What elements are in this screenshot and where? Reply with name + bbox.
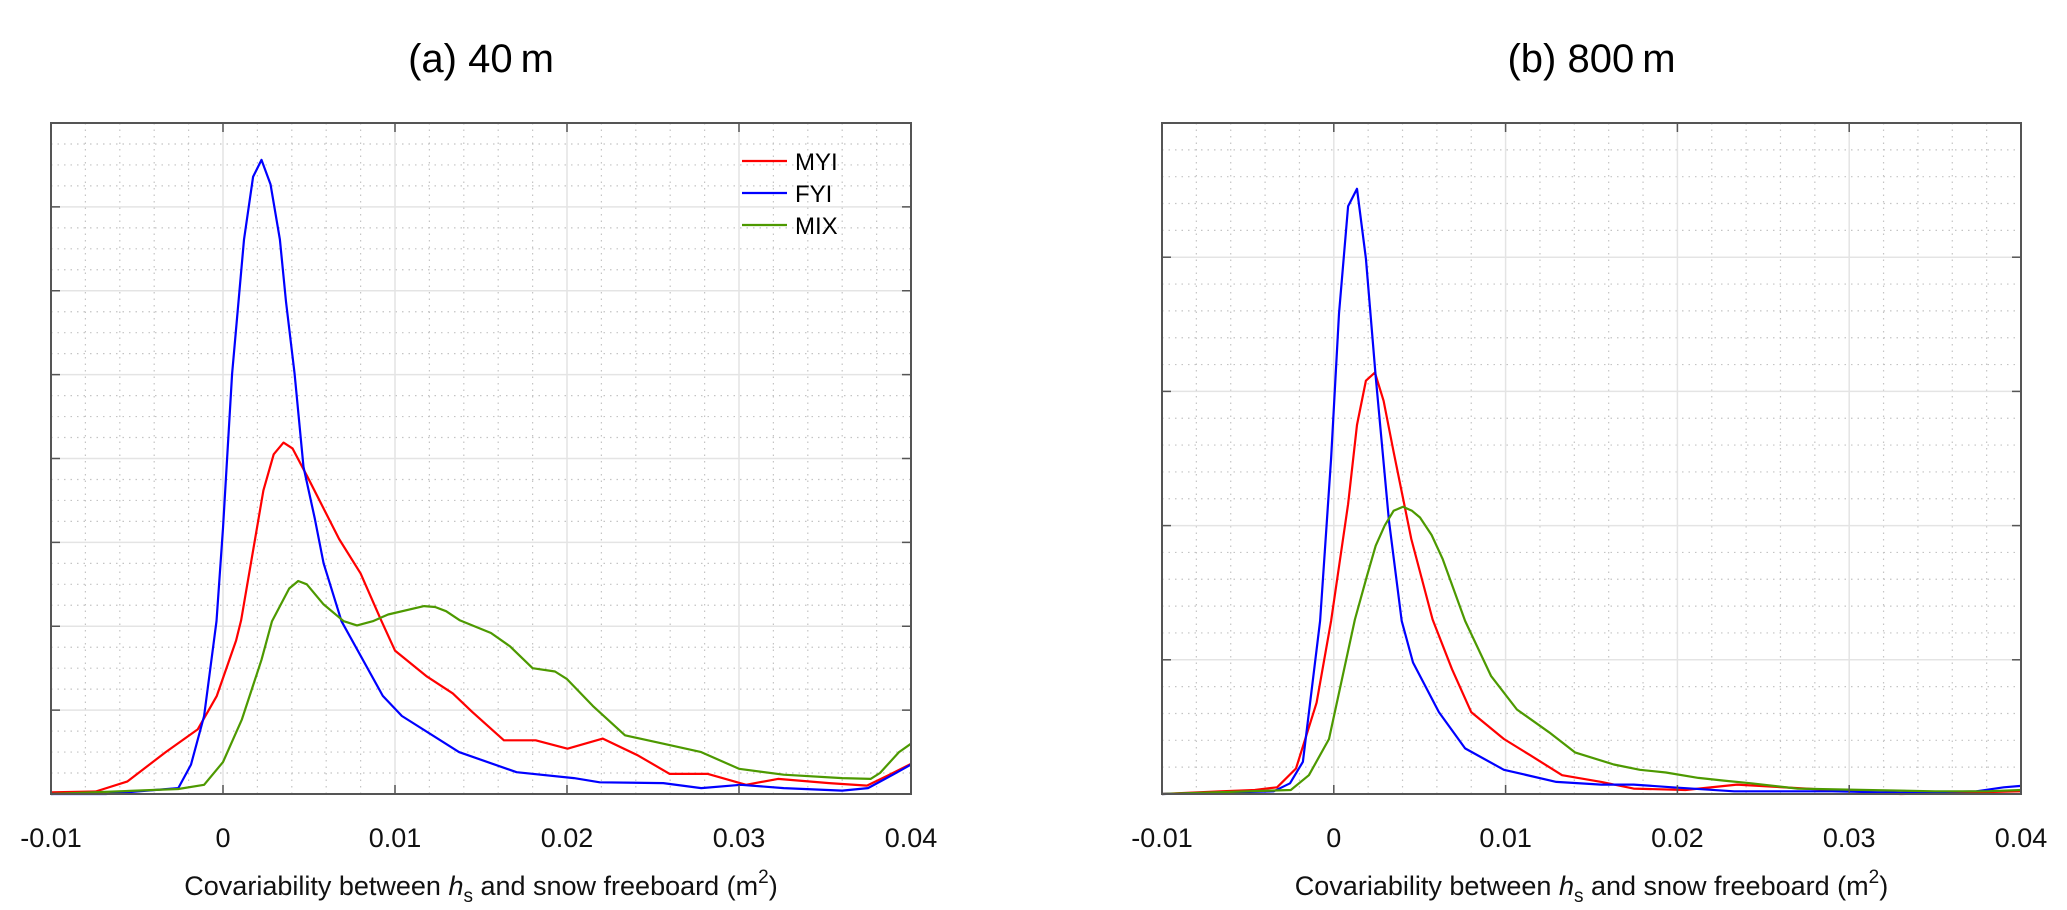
- x-axis-label-part: Covariability between: [1295, 871, 1559, 901]
- x-tick-label: -0.01: [1131, 823, 1193, 853]
- chart-title: (a) 40 m: [408, 37, 554, 81]
- x-tick-label: 0: [215, 823, 230, 853]
- x-axis-label-part: h: [448, 871, 463, 901]
- x-axis-label-part: s: [1574, 886, 1584, 907]
- x-axis-label: Covariability between hs and snow freebo…: [1295, 867, 1888, 907]
- chart-panel-a: (a) 40 m -0.01 0 0.01 0.02 0.03 0.04 Covariabil…: [20, 37, 937, 907]
- x-tick-label: 0: [1326, 823, 1341, 853]
- x-tick-label: -0.01: [20, 823, 82, 853]
- series-line-mix: [1161, 505, 2022, 796]
- x-tick-label: 0.01: [1479, 823, 1532, 853]
- x-axis-label: Covariability between hs and snow freebo…: [184, 867, 777, 907]
- x-axis-label-part: and snow freeboard (m: [473, 871, 758, 901]
- chart-title: (b) 800 m: [1507, 37, 1675, 81]
- x-axis-label-part: 2: [758, 867, 769, 888]
- x-axis-label-part: Covariability between: [184, 871, 448, 901]
- axes-box: [1161, 122, 2022, 795]
- x-axis-label-part: 2: [1869, 867, 1880, 888]
- chart-panel-b: (b) 800 m -0.01 0 0.01 0.02 0.03 0.04 Covariabi…: [1131, 37, 2047, 907]
- legend-label-fyi: FYI: [795, 181, 832, 208]
- legend-label-mix: MIX: [795, 213, 838, 240]
- x-axis-label-part: h: [1559, 871, 1574, 901]
- x-tick-label: 0.02: [541, 823, 594, 853]
- series-line-fyi: [1161, 187, 2022, 796]
- x-axis-label-part: and snow freeboard (m: [1583, 871, 1868, 901]
- series-line-myi: [1161, 371, 2022, 796]
- x-axis-label-part: ): [1879, 871, 1888, 901]
- x-tick-label: 0.04: [885, 823, 938, 853]
- x-tick-label: 0.02: [1651, 823, 1704, 853]
- series-line-fyi: [51, 158, 912, 796]
- series-line-myi: [50, 441, 912, 794]
- x-tick-label: 0.04: [1995, 823, 2048, 853]
- x-axis-label-part: ): [769, 871, 778, 901]
- legend: MYI FYI MIX: [742, 149, 838, 240]
- x-axis-label-part: s: [463, 886, 473, 907]
- x-tick-label: 0.01: [369, 823, 422, 853]
- x-tick-label: 0.03: [1823, 823, 1876, 853]
- legend-label-myi: MYI: [795, 149, 838, 176]
- series-line-mix: [50, 579, 912, 796]
- x-tick-label: 0.03: [713, 823, 766, 853]
